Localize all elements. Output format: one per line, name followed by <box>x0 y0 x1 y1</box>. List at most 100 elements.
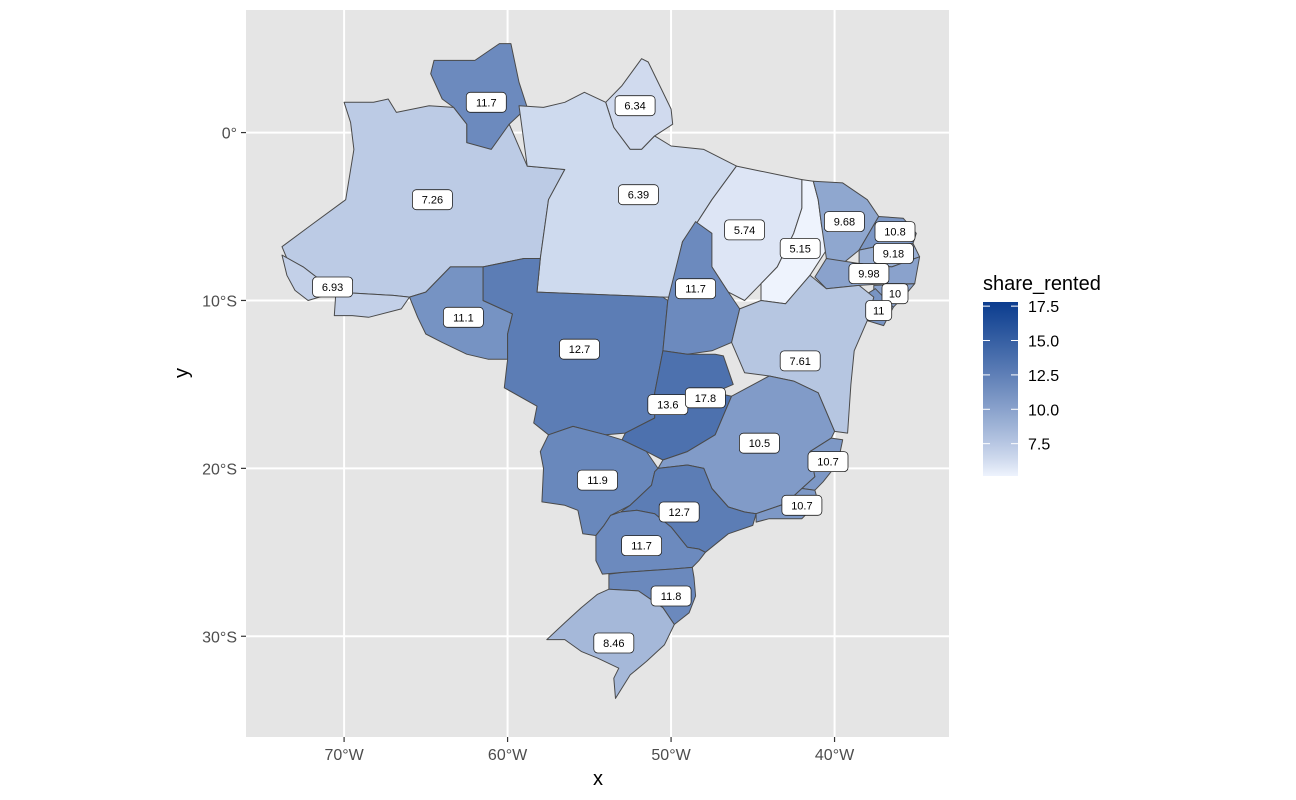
state-label: 11 <box>865 300 893 321</box>
state-label: 6.34 <box>614 95 656 117</box>
y-axis: 0° 10°S 20°S 30°S <box>202 126 246 646</box>
state-label: 10.7 <box>807 451 849 473</box>
state-label-text: 10.7 <box>791 500 812 512</box>
state-label-box <box>781 494 823 516</box>
state-value-labels: 11.7 6.34 7.26 6.39 5.74 5.15 9.68 10.8 9.18 9.98… <box>312 91 916 654</box>
x-axis-title: x <box>593 768 603 790</box>
y-tick-label: 10°S <box>202 293 237 310</box>
state-label: 10.7 <box>781 494 823 516</box>
state-label: 5.15 <box>779 237 821 259</box>
state-label: 11.7 <box>465 91 507 113</box>
state-label-text: 10.8 <box>884 227 905 239</box>
state-label-text: 11.7 <box>685 284 706 296</box>
state-label: 11.8 <box>650 585 692 607</box>
legend-break-label: 10.0 <box>1028 402 1059 419</box>
legend: share_rented 17.5 15.0 12.5 10.0 7.5 <box>983 273 1101 476</box>
state-label-box <box>824 211 865 233</box>
y-tick-label: 20°S <box>202 461 237 478</box>
state-label-text: 10.7 <box>817 457 838 469</box>
state-label-text: 12.7 <box>668 507 689 519</box>
state-label-text: 7.26 <box>422 195 443 207</box>
state-label: 9.98 <box>848 263 890 285</box>
state-label-box <box>874 221 916 243</box>
y-tick-label: 0° <box>222 126 237 143</box>
state-label-box <box>593 632 635 654</box>
state-label-text: 10 <box>889 289 901 301</box>
state-label-text: 7.61 <box>789 356 810 368</box>
state-label-box <box>658 501 700 523</box>
x-tick-label: 40°W <box>815 747 855 764</box>
legend-colorbar <box>983 302 1018 476</box>
state-label-box <box>614 95 656 117</box>
state-label: 8.46 <box>593 632 635 654</box>
state-label-text: 8.46 <box>603 638 624 650</box>
state-label-text: 11.8 <box>661 591 682 603</box>
y-tick-label: 30°S <box>202 629 237 646</box>
state-label-text: 9.98 <box>858 269 879 281</box>
state-label-text: 17.8 <box>695 393 716 405</box>
state-label: 13.6 <box>647 394 689 416</box>
state-label: 10.8 <box>874 221 916 243</box>
legend-break-label: 17.5 <box>1028 299 1059 316</box>
state-label-text: 11 <box>873 306 884 318</box>
state-label-text: 9.68 <box>834 217 855 229</box>
state-label-box <box>848 263 890 285</box>
state-label-text: 6.34 <box>624 101 645 113</box>
state-label-text: 11.7 <box>631 541 652 553</box>
state-label-box <box>675 278 716 300</box>
state-label: 10.5 <box>739 432 780 454</box>
state-label: 11.9 <box>577 469 618 491</box>
state-label-box <box>312 276 354 298</box>
state-label-box <box>779 350 821 372</box>
legend-break-label: 15.0 <box>1028 334 1059 351</box>
state-label-text: 5.15 <box>789 243 810 255</box>
x-axis: 70°W 60°W 50°W 40°W <box>324 737 855 764</box>
state-label-box <box>577 469 618 491</box>
state-label-box <box>621 535 662 556</box>
state-label-box <box>881 283 909 305</box>
state-label-box <box>465 91 507 113</box>
state-label-box <box>442 306 484 328</box>
state-label-box <box>873 243 914 264</box>
state-label: 5.74 <box>724 219 765 241</box>
state-label-text: 5.74 <box>734 225 755 237</box>
state-label-text: 13.6 <box>657 400 678 412</box>
state-label: 17.8 <box>685 387 726 409</box>
legend-break-label: 7.5 <box>1028 437 1050 454</box>
state-label: 10 <box>881 283 909 305</box>
state-label-box <box>779 237 821 259</box>
state-label: 9.18 <box>873 243 914 264</box>
state-label-box <box>618 184 659 206</box>
state-label: 11.7 <box>675 278 716 300</box>
state-label-text: 6.93 <box>322 282 343 294</box>
x-tick-label: 60°W <box>488 747 528 764</box>
state-label-box <box>411 189 453 211</box>
state-label-text: 11.1 <box>453 312 474 324</box>
state-label: 7.26 <box>411 189 453 211</box>
state-label-box <box>650 585 692 607</box>
state-label-text: 9.18 <box>883 249 904 261</box>
state-label: 11.1 <box>442 306 484 328</box>
state-label-box <box>807 451 849 473</box>
state-label-text: 11.7 <box>476 97 497 109</box>
legend-title: share_rented <box>983 273 1101 295</box>
x-tick-label: 70°W <box>324 747 364 764</box>
state-label: 7.61 <box>779 350 821 372</box>
state-label-box <box>724 219 765 241</box>
state-label: 6.93 <box>312 276 354 298</box>
state-label: 12.7 <box>559 338 600 360</box>
state-label-text: 10.5 <box>749 438 770 450</box>
state-label-box <box>559 338 600 360</box>
state-label-text: 11.9 <box>587 475 608 487</box>
state-label-box <box>739 432 780 454</box>
state-label: 6.39 <box>618 184 659 206</box>
state-label: 12.7 <box>658 501 700 523</box>
legend-break-label: 12.5 <box>1028 368 1059 385</box>
state-label-box <box>865 300 893 321</box>
state-label: 11.7 <box>621 535 662 556</box>
state-label: 9.68 <box>824 211 865 233</box>
state-label-text: 6.39 <box>628 190 649 202</box>
state-label-box <box>685 387 726 409</box>
state-label-text: 12.7 <box>569 344 590 356</box>
